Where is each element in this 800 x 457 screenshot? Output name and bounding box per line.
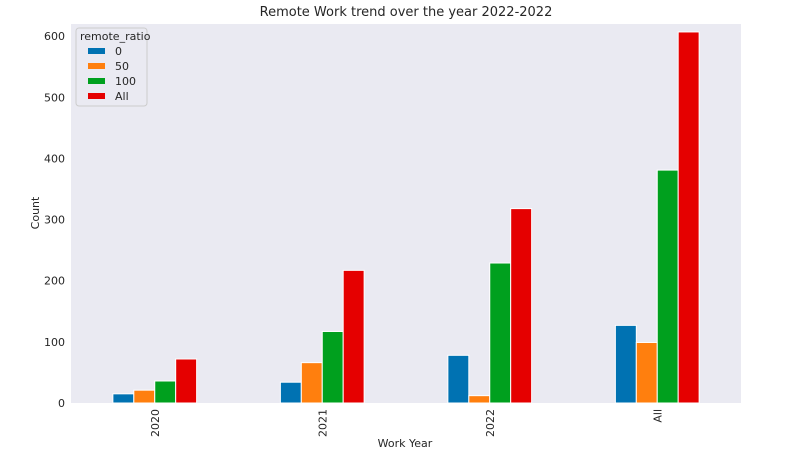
bar-2021-ratio-100	[321, 330, 344, 404]
x-tick-label: 2021	[316, 409, 329, 437]
bar-2021-ratio-0	[279, 381, 302, 404]
bar-all-ratio-all	[677, 31, 700, 404]
bar-all-ratio-0	[614, 324, 637, 404]
x-tick-label: 2022	[484, 409, 497, 437]
bar-2022-ratio-100	[489, 262, 512, 404]
x-axis-ticks: 2020 2021 2022 All	[149, 409, 665, 437]
y-tick-label: 200	[44, 275, 65, 288]
legend-swatch-all	[88, 93, 105, 99]
bar-2022-ratio-0	[447, 354, 470, 404]
y-axis-ticks: 0 100 200 300 400 500 600	[44, 30, 65, 410]
y-tick-label: 100	[44, 336, 65, 349]
bar-2021-ratio-50	[300, 362, 323, 404]
legend-swatch-50	[88, 63, 105, 69]
y-tick-label: 600	[44, 30, 65, 43]
legend-label-50: 50	[115, 60, 129, 73]
y-tick-label: 0	[58, 397, 65, 410]
y-tick-label: 500	[44, 91, 65, 104]
bars-group	[112, 31, 700, 404]
chart-title: Remote Work trend over the year 2022-202…	[260, 5, 553, 20]
bar-all-ratio-100	[656, 169, 679, 404]
bar-2021-ratio-all	[342, 269, 365, 404]
y-tick-label: 300	[44, 214, 65, 227]
bar-2020-ratio-all	[175, 358, 198, 404]
bar-2022-ratio-all	[510, 208, 533, 404]
y-axis-label: Count	[29, 196, 42, 229]
legend: remote_ratio 0 50 100 All	[75, 27, 151, 107]
legend-items: 0 50 100 All	[88, 45, 136, 103]
x-tick-label: 2020	[149, 409, 162, 437]
x-tick-label: All	[651, 409, 664, 423]
legend-label-all: All	[115, 90, 129, 103]
bar-2020-ratio-0	[112, 393, 135, 404]
legend-title: remote_ratio	[80, 30, 151, 43]
bar-2020-ratio-50	[133, 389, 156, 404]
bar-2022-ratio-50	[468, 395, 491, 404]
legend-box	[75, 27, 148, 107]
bar-all-ratio-50	[635, 341, 658, 404]
y-tick-label: 400	[44, 152, 65, 165]
legend-label-100: 100	[115, 75, 136, 88]
bar-2020-ratio-100	[154, 380, 177, 404]
legend-label-0: 0	[115, 45, 122, 58]
legend-swatch-0	[88, 48, 105, 54]
x-axis-label: Work Year	[378, 437, 433, 450]
legend-swatch-100	[88, 78, 105, 84]
